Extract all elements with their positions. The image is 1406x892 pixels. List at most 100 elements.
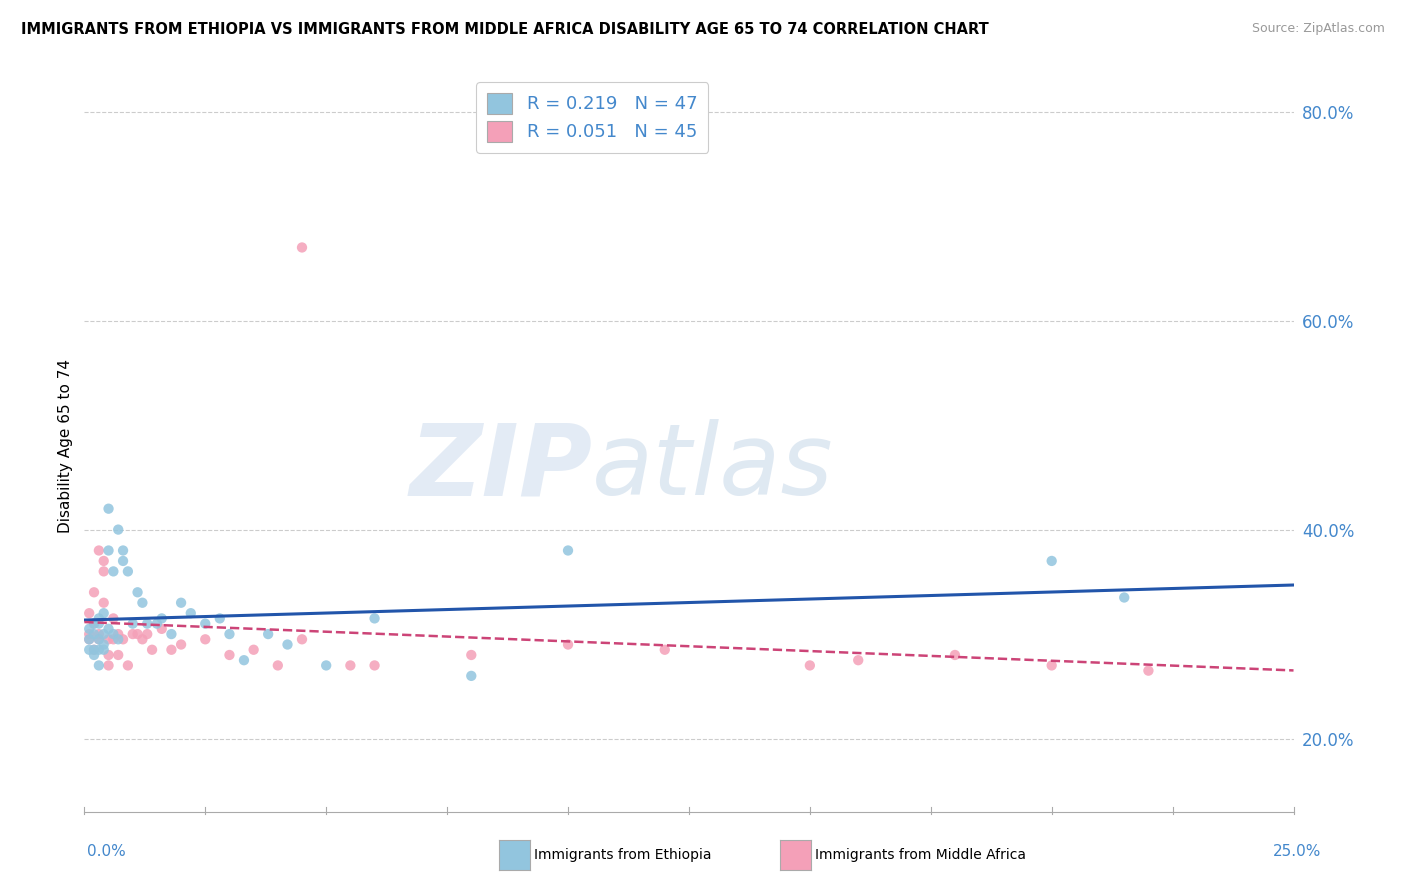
Point xyxy=(218,627,240,641)
Point xyxy=(121,627,143,641)
Point xyxy=(83,642,105,657)
Point xyxy=(87,632,110,647)
Point xyxy=(460,648,482,662)
Point xyxy=(160,627,183,641)
Point xyxy=(160,642,183,657)
Text: ZIP: ZIP xyxy=(409,419,592,516)
Point xyxy=(218,648,240,662)
Point xyxy=(103,627,125,641)
Point xyxy=(131,632,153,647)
Point xyxy=(87,642,110,657)
Point xyxy=(146,616,169,631)
Point xyxy=(194,632,217,647)
Point xyxy=(97,658,120,673)
Point xyxy=(557,638,579,652)
Point xyxy=(136,616,159,631)
Point xyxy=(93,638,115,652)
Point xyxy=(267,658,290,673)
Point xyxy=(107,648,129,662)
Point xyxy=(107,523,129,537)
Point xyxy=(208,611,231,625)
Point xyxy=(77,632,100,647)
Point xyxy=(127,585,149,599)
Y-axis label: Disability Age 65 to 74: Disability Age 65 to 74 xyxy=(58,359,73,533)
Point xyxy=(557,543,579,558)
Point xyxy=(77,606,100,620)
Point xyxy=(276,638,298,652)
Point xyxy=(1114,591,1136,605)
Point xyxy=(97,648,120,662)
Point xyxy=(87,611,110,625)
Point xyxy=(103,565,125,579)
Point xyxy=(1040,658,1063,673)
Point xyxy=(112,543,135,558)
Point xyxy=(363,611,385,625)
Point xyxy=(257,627,280,641)
Point xyxy=(93,596,115,610)
Point xyxy=(846,653,869,667)
Point xyxy=(150,611,173,625)
Point xyxy=(363,658,385,673)
Point xyxy=(117,565,139,579)
Text: atlas: atlas xyxy=(592,419,834,516)
Text: Immigrants from Middle Africa: Immigrants from Middle Africa xyxy=(815,847,1026,862)
Point xyxy=(97,501,120,516)
Text: IMMIGRANTS FROM ETHIOPIA VS IMMIGRANTS FROM MIDDLE AFRICA DISABILITY AGE 65 TO 7: IMMIGRANTS FROM ETHIOPIA VS IMMIGRANTS F… xyxy=(21,22,988,37)
Point xyxy=(315,658,337,673)
Point xyxy=(1040,554,1063,568)
Point xyxy=(77,627,100,641)
Point xyxy=(654,642,676,657)
Point xyxy=(103,632,125,647)
Text: Source: ZipAtlas.com: Source: ZipAtlas.com xyxy=(1251,22,1385,36)
Point xyxy=(291,240,314,254)
Point xyxy=(103,611,125,625)
Point xyxy=(77,622,100,636)
Point xyxy=(77,632,100,647)
Point xyxy=(97,543,120,558)
Point xyxy=(180,606,202,620)
Point xyxy=(121,616,143,631)
Point xyxy=(141,642,163,657)
Point xyxy=(93,565,115,579)
Point xyxy=(83,585,105,599)
Point xyxy=(460,669,482,683)
Point xyxy=(93,627,115,641)
Point xyxy=(107,627,129,641)
Point xyxy=(131,596,153,610)
Text: Immigrants from Ethiopia: Immigrants from Ethiopia xyxy=(534,847,711,862)
Point xyxy=(170,596,193,610)
Point xyxy=(242,642,264,657)
Point xyxy=(83,616,105,631)
Point xyxy=(87,616,110,631)
Point xyxy=(339,658,361,673)
Point xyxy=(87,658,110,673)
Point xyxy=(93,642,115,657)
Point xyxy=(1137,664,1160,678)
Point xyxy=(233,653,256,667)
Point xyxy=(77,642,100,657)
Point xyxy=(87,627,110,641)
Point xyxy=(87,632,110,647)
Point xyxy=(194,616,217,631)
Text: 0.0%: 0.0% xyxy=(87,845,127,859)
Point xyxy=(799,658,821,673)
Point xyxy=(83,648,105,662)
Point xyxy=(97,622,120,636)
Point xyxy=(83,627,105,641)
Point xyxy=(117,658,139,673)
Point xyxy=(87,543,110,558)
Point xyxy=(170,638,193,652)
Point xyxy=(93,554,115,568)
Point xyxy=(107,632,129,647)
Point xyxy=(136,627,159,641)
Point xyxy=(112,632,135,647)
Point xyxy=(93,606,115,620)
Point xyxy=(112,554,135,568)
Point xyxy=(83,642,105,657)
Point xyxy=(83,616,105,631)
Legend: R = 0.219   N = 47, R = 0.051   N = 45: R = 0.219 N = 47, R = 0.051 N = 45 xyxy=(477,82,709,153)
Point xyxy=(127,627,149,641)
Point xyxy=(943,648,966,662)
Point xyxy=(291,632,314,647)
Text: 25.0%: 25.0% xyxy=(1274,845,1322,859)
